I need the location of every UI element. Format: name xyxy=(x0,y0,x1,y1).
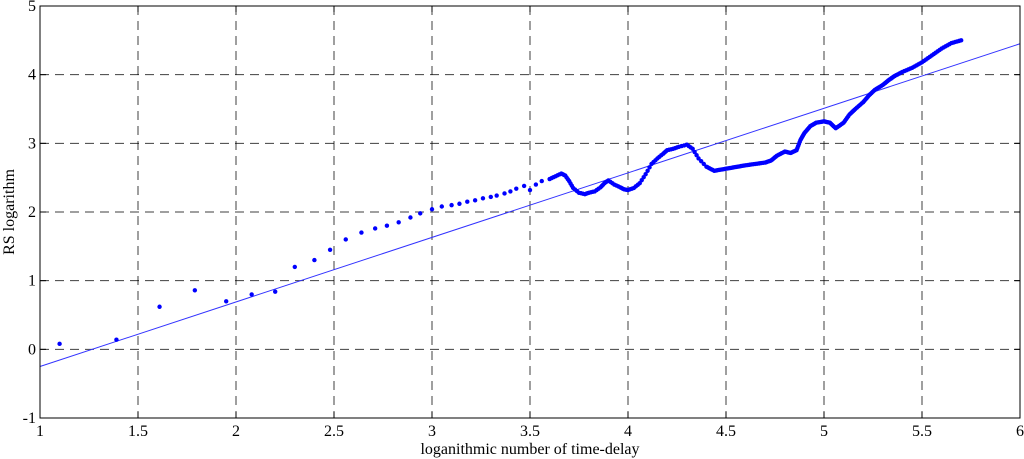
data-point xyxy=(343,237,348,242)
x-tick-label: 2 xyxy=(232,423,240,440)
data-point xyxy=(959,38,964,43)
x-tick-label: 5 xyxy=(820,423,828,440)
data-point xyxy=(480,196,486,201)
data-point xyxy=(645,168,650,173)
data-point xyxy=(472,198,478,203)
y-tick-label: 2 xyxy=(28,204,36,221)
data-point xyxy=(465,199,470,204)
data-point xyxy=(249,292,254,297)
x-tick-label: 1 xyxy=(36,423,44,440)
x-axis-label: loganithmic number of time-delay xyxy=(420,441,639,458)
data-point xyxy=(273,289,278,294)
data-point xyxy=(224,299,229,304)
data-point xyxy=(692,149,697,155)
data-point xyxy=(192,288,198,293)
data-point xyxy=(701,161,706,167)
data-point xyxy=(647,165,652,170)
data-point xyxy=(690,146,695,152)
data-point xyxy=(312,257,317,263)
x-tick-label: 4.5 xyxy=(716,423,736,440)
data-point xyxy=(694,153,699,158)
data-point xyxy=(533,182,539,187)
data-point xyxy=(327,247,333,252)
data-point xyxy=(457,201,462,206)
data-point xyxy=(527,187,533,193)
y-tick-label: 4 xyxy=(28,67,36,84)
fit-line xyxy=(39,43,1021,367)
x-tick-label: 6 xyxy=(1016,423,1024,440)
data-point xyxy=(418,211,423,216)
data-point xyxy=(494,193,499,198)
data-point xyxy=(372,226,378,231)
x-tick-label: 1.5 xyxy=(128,423,148,440)
data-point xyxy=(292,264,297,270)
y-tick-label: 0 xyxy=(28,341,36,358)
data-point xyxy=(508,189,513,194)
data-point xyxy=(502,191,507,196)
data-point xyxy=(396,220,401,225)
data-point xyxy=(521,183,527,189)
data-point xyxy=(643,172,648,177)
data-point xyxy=(514,186,519,191)
y-tick-label: -1 xyxy=(23,410,36,427)
data-point xyxy=(114,337,119,342)
x-tick-label: 3.5 xyxy=(520,423,540,440)
data-point xyxy=(698,158,704,164)
data-point xyxy=(539,178,544,184)
ticks: 1 1.5 2 2.5 3 3.5 4 4.5 5 5.5 6 -1 0 1 2 3 4 5 xyxy=(23,0,1024,440)
data-point xyxy=(384,223,390,228)
data-point xyxy=(429,207,435,212)
x-tick-label: 2.5 xyxy=(324,423,344,440)
data-point xyxy=(57,341,62,347)
x-tick-label: 4 xyxy=(624,423,632,440)
data-point xyxy=(696,156,701,161)
data-point xyxy=(157,304,162,309)
x-tick-label: 5.5 xyxy=(912,423,932,440)
x-tick-label: 3 xyxy=(428,423,436,440)
data-point xyxy=(359,230,364,235)
data-point xyxy=(449,202,454,208)
data-point xyxy=(408,215,413,220)
data-point xyxy=(439,204,444,209)
y-tick-label: 1 xyxy=(28,273,36,290)
y-tick-label: 3 xyxy=(28,135,36,152)
data-point xyxy=(488,194,493,200)
points-layer xyxy=(57,38,964,347)
fit-line-layer xyxy=(39,43,1021,367)
y-tick-label: 5 xyxy=(28,0,36,15)
grid xyxy=(40,6,1020,418)
y-axis-label: RS logarithm xyxy=(1,169,18,255)
